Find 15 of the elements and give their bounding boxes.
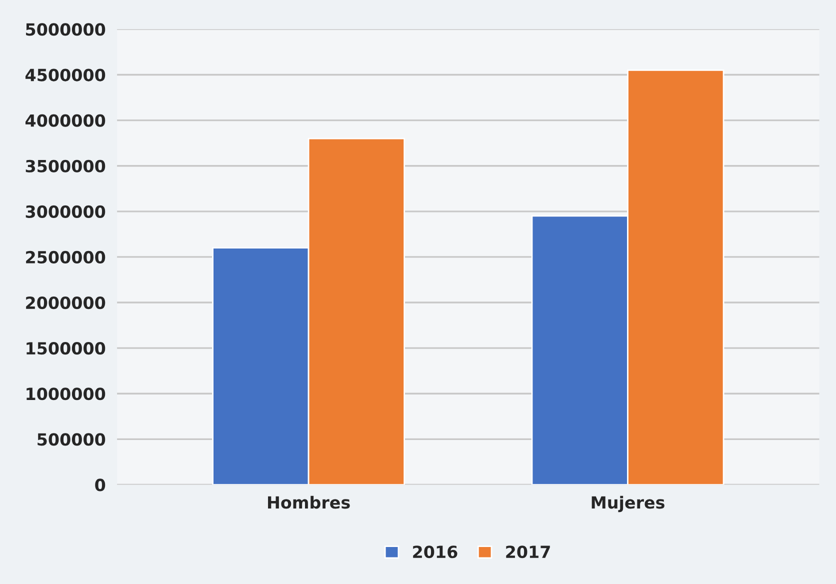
legend-label: 2016 (413, 546, 458, 558)
y-tick-label: 500000 (38, 433, 106, 446)
y-tick-label: 2500000 (26, 250, 106, 264)
y-tick-label: 3000000 (26, 205, 106, 218)
y-tick-label: 0 (95, 478, 106, 492)
y-tick-label: 1000000 (26, 388, 106, 400)
y-tick-label: 1500000 (26, 342, 106, 355)
y-tick-label: 4000000 (26, 114, 106, 127)
x-tick-label: Mujeres (592, 496, 664, 512)
y-tick-label: 3500000 (26, 160, 106, 172)
y-tick-label: 5000000 (26, 23, 106, 36)
x-tick-label: Hombres (268, 496, 350, 509)
y-tick-label: 4500000 (26, 68, 106, 82)
y-tick-label: 2000000 (26, 296, 106, 310)
legend-label: 2017 (506, 546, 550, 558)
